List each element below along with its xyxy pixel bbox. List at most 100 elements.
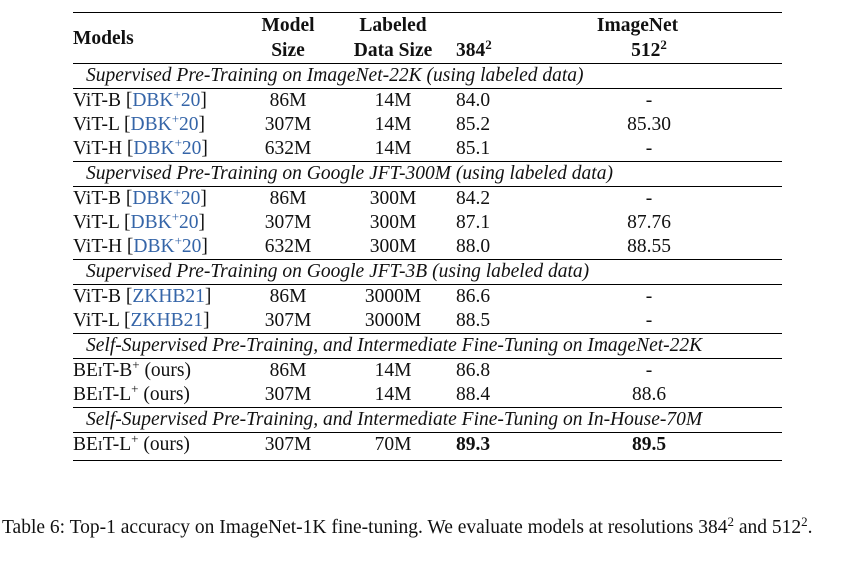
citation-sup: +: [174, 233, 182, 248]
citation-year: 20: [180, 90, 201, 111]
model-name-pre: BE: [73, 434, 98, 455]
citation-link[interactable]: DBK+20: [131, 209, 199, 233]
header-res-384: 3842: [453, 38, 516, 64]
model-name-cell: BEiT-B+ (ours): [73, 358, 243, 384]
model-name-post: T-L: [102, 384, 132, 405]
model-name-cell: ViT-B [DBK+20]: [73, 185, 207, 209]
section-title-row: Supervised Pre-Training on ImageNet-22K …: [73, 63, 782, 89]
model-name-pre: BE: [73, 384, 98, 405]
caption-and: and: [738, 517, 767, 538]
model-size-cell: 86M: [269, 90, 307, 111]
model-name-pre: BE: [73, 360, 98, 381]
table-row: ViT-H [DBK+20] 632M 300M 88.0 88.55: [73, 233, 782, 260]
section-title: Self-Supervised Pre-Training, and Interm…: [86, 335, 703, 356]
data-size-cell: 14M: [374, 360, 412, 381]
ours-label: (ours): [143, 434, 190, 455]
caption-end: .: [807, 517, 813, 538]
model-size-cell: 86M: [269, 286, 307, 307]
header-imagenet: ImageNet: [596, 15, 679, 36]
acc-512-cell: 85.30: [627, 114, 671, 135]
header-res-512-exp: 2: [660, 37, 667, 52]
acc-384-cell: 85.2: [456, 114, 491, 135]
table-row: BEiT-L+ (ours) 307M 70M 89.3 89.5: [73, 431, 782, 461]
model-size-cell: 307M: [264, 434, 312, 455]
model-name-smallcaps: i: [97, 384, 103, 405]
model-name-cell: ViT-B [DBK+20]: [73, 87, 207, 111]
header-res-512: 5122: [516, 38, 782, 64]
table-body: Supervised Pre-Training on ImageNet-22K …: [73, 63, 782, 461]
acc-512-cell: -: [645, 286, 653, 307]
model-name-cell: ViT-L [ZKHB21]: [73, 310, 210, 331]
citation-key: DBK: [132, 188, 174, 209]
model-name-cell: BEiT-L+ (ours): [73, 381, 243, 408]
citation-year: 20: [181, 138, 202, 159]
model-size-cell: 307M: [264, 212, 312, 233]
citation-year: 20: [179, 212, 199, 233]
model-name: ViT-L: [73, 212, 120, 233]
table-row: ViT-L [DBK+20] 307M 14M 85.2 85.30: [73, 112, 782, 137]
ours-label: (ours): [144, 360, 192, 381]
acc-384-cell: 84.0: [456, 90, 491, 111]
data-size-cell: 300M: [369, 212, 417, 233]
acc-512-cell: 87.76: [627, 212, 671, 233]
data-size-cell: 14M: [374, 384, 412, 405]
results-table: Models Model Size Labeled Data Size ImageN…: [73, 12, 782, 461]
header-model-size-line1: Model: [261, 15, 315, 36]
model-name-cell: BEiT-L+ (ours): [73, 431, 243, 461]
model-size-cell: 307M: [264, 384, 312, 405]
citation-link[interactable]: DBK+20: [132, 185, 200, 209]
section-title-row: Supervised Pre-Training on Google JFT-30…: [73, 161, 782, 187]
header-res-384-exp: 2: [485, 37, 492, 52]
acc-384-cell: 88.0: [456, 236, 491, 257]
model-size-cell: 86M: [269, 188, 307, 209]
header-models: Models: [73, 27, 134, 49]
table-row: ViT-L [DBK+20] 307M 300M 87.1 87.76: [73, 209, 782, 235]
citation-sup: +: [173, 185, 181, 200]
citation-sup: +: [171, 209, 180, 224]
model-name-sup: +: [131, 431, 139, 446]
model-name: BEiT-L+: [73, 381, 139, 405]
caption-res-b-exp: 2: [801, 514, 808, 529]
data-size-cell: 14M: [374, 90, 412, 111]
citation-link[interactable]: ZKHB21: [132, 286, 205, 307]
citation-key: DBK: [133, 138, 175, 159]
citation-link[interactable]: DBK+20: [132, 87, 201, 111]
model-name-sup: +: [131, 381, 139, 396]
model-name: BEiT-L+: [73, 431, 139, 455]
acc-384-cell: 85.1: [456, 138, 491, 159]
model-size-cell: 632M: [264, 138, 312, 159]
citation-link[interactable]: ZKHB21: [131, 310, 204, 331]
citation-link[interactable]: DBK+20: [133, 233, 202, 257]
data-size-cell: 300M: [369, 236, 417, 257]
model-name: ViT-B: [73, 286, 121, 307]
model-name-cell: ViT-H [DBK+20]: [73, 233, 208, 257]
model-name: ViT-L: [73, 114, 120, 135]
data-size-cell: 14M: [374, 138, 412, 159]
acc-512-cell: 89.5: [631, 434, 667, 455]
data-size-cell: 3000M: [364, 286, 422, 307]
data-size-cell: 3000M: [364, 310, 422, 331]
citation-link[interactable]: DBK+20: [133, 136, 202, 159]
citation-link[interactable]: DBK+20: [131, 112, 199, 135]
acc-384-cell: 86.8: [456, 360, 491, 381]
table-row: ViT-L [ZKHB21] 307M 3000M 88.5 -: [73, 309, 782, 334]
citation-sup: +: [173, 87, 181, 102]
section-title: Supervised Pre-Training on ImageNet-22K …: [86, 65, 584, 86]
header-labeled-data-size: Labeled Data Size: [333, 13, 453, 64]
acc-384-cell: 89.3: [456, 434, 491, 455]
section-title: Self-Supervised Pre-Training, and Interm…: [86, 409, 703, 430]
acc-512-cell: -: [645, 360, 653, 381]
citation-year: 20: [181, 236, 202, 257]
ours-label: (ours): [143, 384, 190, 405]
model-name: ViT-B: [73, 90, 121, 111]
model-name: ViT-H: [73, 138, 123, 159]
section-title-row: Self-Supervised Pre-Training, and Interm…: [73, 333, 782, 359]
section-title-row: Supervised Pre-Training on Google JFT-3B…: [73, 259, 782, 285]
section-title: Supervised Pre-Training on Google JFT-30…: [86, 163, 613, 184]
acc-384-cell: 86.6: [456, 286, 491, 307]
citation-year: 20: [179, 114, 199, 135]
model-name-smallcaps: i: [97, 434, 103, 455]
header-res-512-value: 512: [631, 40, 661, 61]
model-name-post: T-L: [102, 434, 132, 455]
citation-key: ZKHB21: [130, 310, 204, 331]
